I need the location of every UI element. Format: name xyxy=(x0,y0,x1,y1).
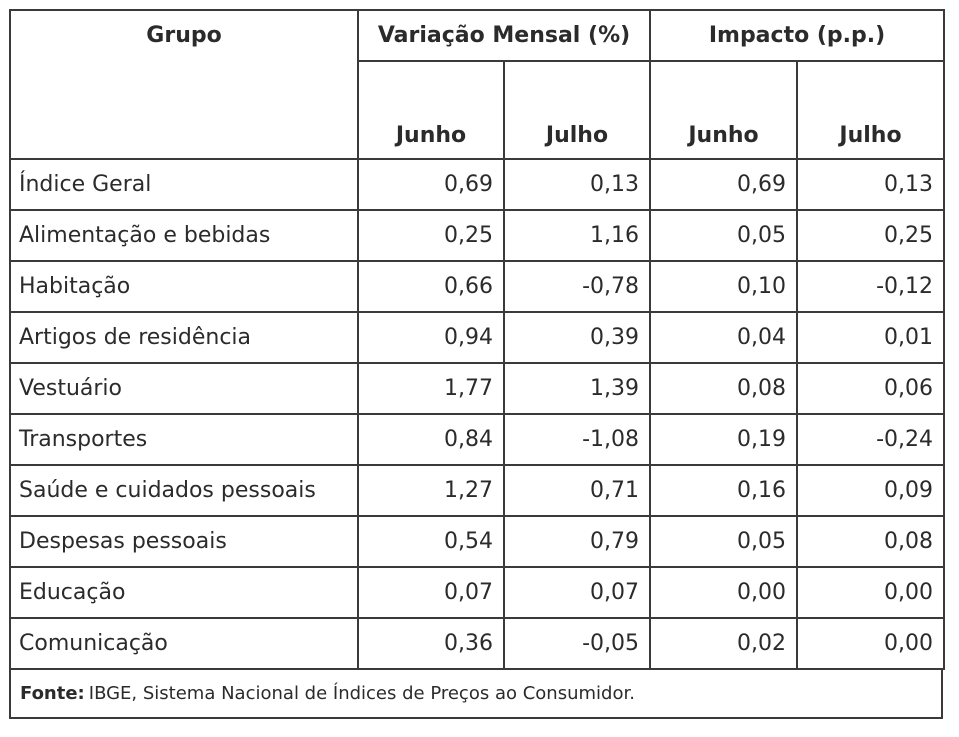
cell-variacao-julho: 0,13 xyxy=(503,158,651,211)
table-row: Habitação 0,66 -0,78 0,10 -0,12 xyxy=(9,260,946,313)
header-variacao-junho: Junho xyxy=(357,60,505,160)
cell-grupo: Educação xyxy=(9,566,359,619)
table-row: Saúde e cuidados pessoais 1,27 0,71 0,16… xyxy=(9,464,946,517)
cell-impacto-junho: 0,05 xyxy=(649,515,798,568)
cell-impacto-junho: 0,02 xyxy=(649,617,798,670)
cell-impacto-julho: 0,01 xyxy=(795,311,946,364)
cell-impacto-julho: 0,08 xyxy=(795,515,946,568)
cell-variacao-junho: 1,27 xyxy=(357,464,505,517)
cell-impacto-junho: 0,04 xyxy=(649,311,798,364)
header-grupo: Grupo xyxy=(9,9,359,160)
cell-variacao-junho: 0,66 xyxy=(357,260,505,313)
cell-variacao-julho: 0,39 xyxy=(503,311,651,364)
cell-variacao-junho: 0,36 xyxy=(357,617,505,670)
cell-variacao-julho: 0,71 xyxy=(503,464,651,517)
cell-impacto-julho: -0,12 xyxy=(795,260,946,313)
table-row: Artigos de residência 0,94 0,39 0,04 0,0… xyxy=(9,311,946,364)
source-text: IBGE, Sistema Nacional de Índices de Pre… xyxy=(88,683,635,704)
table-row: Índice Geral 0,69 0,13 0,69 0,13 xyxy=(9,158,946,211)
cell-variacao-junho: 0,69 xyxy=(357,158,505,211)
header-impacto: Impacto (p.p.) xyxy=(648,9,946,62)
cell-variacao-junho: 0,84 xyxy=(357,413,505,466)
cell-grupo: Índice Geral xyxy=(9,158,359,211)
cell-impacto-julho: 0,00 xyxy=(795,617,946,670)
ipca-table: Grupo Variação Mensal (%) Impacto (p.p.)… xyxy=(9,9,946,670)
cell-impacto-julho: 0,25 xyxy=(795,209,946,262)
cell-impacto-julho: 0,09 xyxy=(795,464,946,517)
cell-variacao-julho: 1,16 xyxy=(503,209,651,262)
header-impacto-julho: Julho xyxy=(795,60,946,160)
cell-impacto-junho: 0,16 xyxy=(649,464,798,517)
cell-grupo: Vestuário xyxy=(9,362,359,415)
table-row: Transportes 0,84 -1,08 0,19 -0,24 xyxy=(9,413,946,466)
cell-grupo: Despesas pessoais xyxy=(9,515,359,568)
cell-impacto-julho: 0,06 xyxy=(795,362,946,415)
cell-grupo: Artigos de residência xyxy=(9,311,359,364)
header-impacto-junho: Junho xyxy=(649,60,798,160)
cell-grupo: Alimentação e bebidas xyxy=(9,209,359,262)
table-row: Vestuário 1,77 1,39 0,08 0,06 xyxy=(9,362,946,415)
cell-variacao-junho: 0,94 xyxy=(357,311,505,364)
table-row: Despesas pessoais 0,54 0,79 0,05 0,08 xyxy=(9,515,946,568)
table-row: Educação 0,07 0,07 0,00 0,00 xyxy=(9,566,946,619)
cell-impacto-junho: 0,08 xyxy=(649,362,798,415)
cell-variacao-julho: 0,79 xyxy=(503,515,651,568)
cell-impacto-junho: 0,19 xyxy=(649,413,798,466)
header-variacao-julho: Julho xyxy=(503,60,651,160)
header-row-months: Junho Julho Junho Julho xyxy=(10,60,946,160)
ipca-table-container: Grupo Variação Mensal (%) Impacto (p.p.)… xyxy=(9,9,946,719)
cell-variacao-julho: -1,08 xyxy=(503,413,651,466)
cell-impacto-junho: 0,69 xyxy=(649,158,798,211)
cell-grupo: Saúde e cuidados pessoais xyxy=(9,464,359,517)
cell-grupo: Habitação xyxy=(9,260,359,313)
source-label: Fonte: xyxy=(20,683,85,704)
cell-variacao-julho: -0,05 xyxy=(503,617,651,670)
cell-variacao-junho: 0,07 xyxy=(357,566,505,619)
cell-variacao-junho: 1,77 xyxy=(357,362,505,415)
cell-variacao-julho: 0,07 xyxy=(503,566,651,619)
cell-impacto-julho: 0,00 xyxy=(795,566,946,619)
cell-impacto-junho: 0,00 xyxy=(649,566,798,619)
cell-impacto-junho: 0,05 xyxy=(649,209,798,262)
table-row: Alimentação e bebidas 0,25 1,16 0,05 0,2… xyxy=(9,209,946,262)
header-variacao-mensal: Variação Mensal (%) xyxy=(357,9,651,62)
cell-variacao-junho: 0,54 xyxy=(357,515,505,568)
cell-grupo: Transportes xyxy=(9,413,359,466)
source-note: Fonte: IBGE, Sistema Nacional de Índices… xyxy=(9,670,943,719)
cell-grupo: Comunicação xyxy=(9,617,359,670)
cell-variacao-junho: 0,25 xyxy=(357,209,505,262)
header-row-top: Grupo Variação Mensal (%) Impacto (p.p.) xyxy=(9,9,946,160)
table-row: Comunicação 0,36 -0,05 0,02 0,00 xyxy=(9,617,946,670)
cell-variacao-julho: -0,78 xyxy=(503,260,651,313)
cell-impacto-julho: -0,24 xyxy=(795,413,946,466)
cell-impacto-julho: 0,13 xyxy=(795,158,946,211)
cell-impacto-junho: 0,10 xyxy=(649,260,798,313)
cell-variacao-julho: 1,39 xyxy=(503,362,651,415)
